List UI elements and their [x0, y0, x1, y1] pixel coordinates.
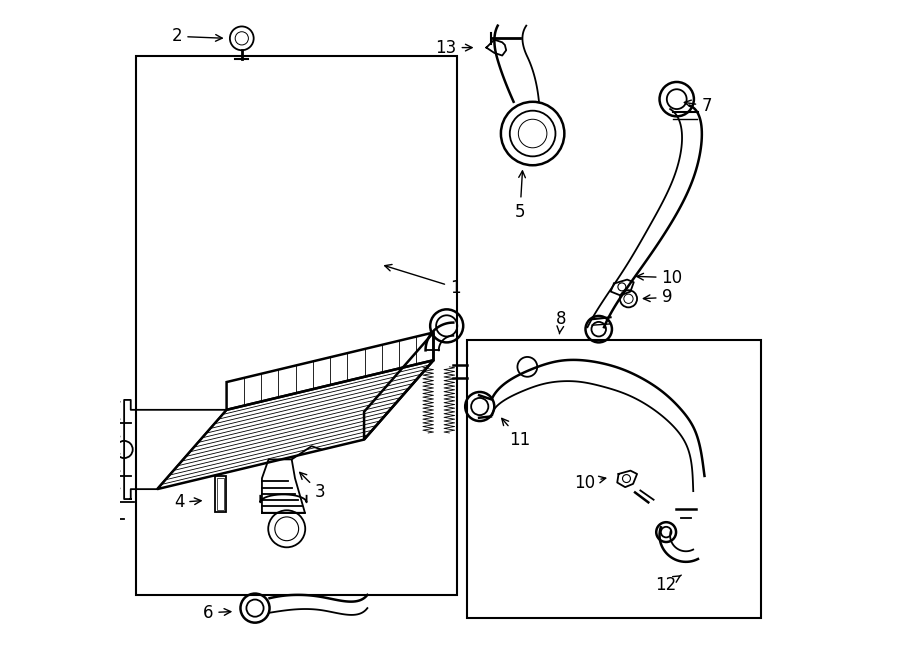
Bar	[215, 476, 226, 512]
Text: 11: 11	[502, 418, 531, 449]
Text: 8: 8	[556, 310, 566, 334]
Text: 4: 4	[174, 493, 201, 512]
Bar	[217, 478, 224, 510]
Text: 2: 2	[172, 27, 222, 46]
Text: 10: 10	[574, 473, 606, 492]
Text: 10: 10	[637, 268, 682, 287]
Text: 13: 13	[436, 38, 472, 57]
Text: 12: 12	[655, 575, 681, 594]
Text: 9: 9	[644, 288, 672, 307]
Text: 5: 5	[515, 171, 526, 221]
Text: 6: 6	[202, 603, 230, 622]
Text: 1: 1	[384, 264, 461, 297]
Bar	[466, 340, 760, 618]
Bar	[136, 56, 456, 595]
Text: 7: 7	[684, 97, 712, 115]
Text: 3: 3	[300, 473, 325, 502]
